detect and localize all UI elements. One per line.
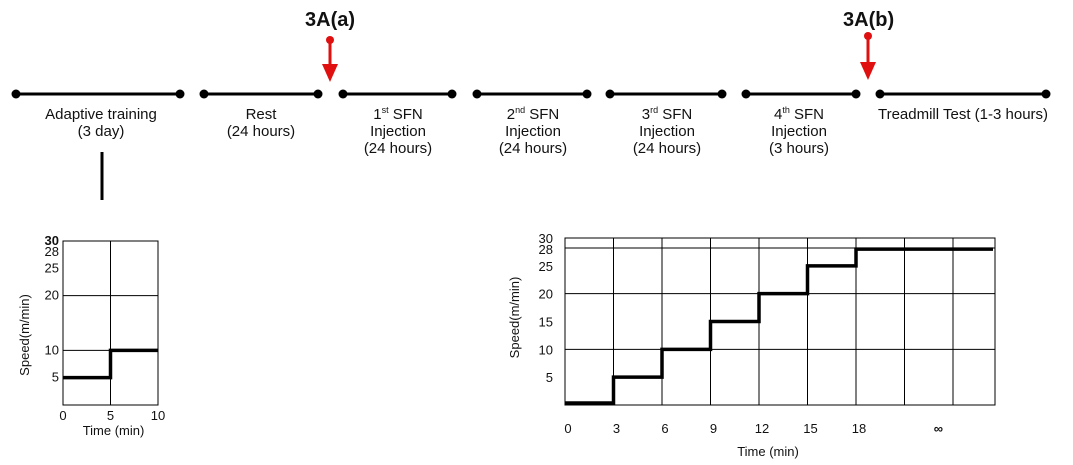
x-tick-label: 0 [564, 421, 571, 436]
stage-label-line: 2nd SFN [477, 105, 589, 124]
timeline-graphic [11, 32, 1051, 200]
down-arrow-icon [100, 152, 104, 200]
y-tick-label: 10 [45, 342, 59, 357]
y-tick-label: 20 [45, 288, 59, 303]
timeline-segment-sfn2 [472, 89, 592, 99]
timeline-segment-treadmill [875, 89, 1051, 99]
stage-label-line: (3 day) [77, 123, 125, 140]
speed-step-line [63, 348, 158, 380]
stage-label-adaptive: Adaptive training (3 day) [16, 106, 186, 140]
ordinal-suffix: st [381, 105, 389, 115]
sfn-text: SFN [525, 106, 560, 123]
x-tick-label: 5 [107, 408, 114, 423]
x-axis-label: Time (min) [737, 444, 799, 459]
y-tick-label: 25 [45, 260, 59, 275]
y-tick-label: 28 [539, 242, 553, 257]
y-tick-label: 28 [45, 244, 59, 259]
ordinal-number: 4 [773, 106, 783, 123]
stage-label-line: 4th SFN [744, 105, 854, 124]
ordinal-number: 2 [506, 106, 516, 123]
y-tick-label: 5 [52, 370, 59, 385]
marker-a-label: 3A(a) [305, 9, 356, 31]
y-tick-label: 10 [539, 342, 553, 357]
x-tick-label: 15 [803, 421, 817, 436]
ordinal-number: 1 [373, 106, 382, 123]
stage-label-line: (24 hours) [226, 123, 296, 140]
stage-label-line: Injection [771, 123, 827, 140]
ordinal-number: 3 [641, 106, 651, 123]
x-axis-label: Time (min) [83, 423, 145, 438]
stage-label-line: Treadmill Test (1-3 hours) [877, 106, 1049, 123]
y-tick-label: 30 [45, 233, 59, 248]
stage-label-line: (24 hours) [363, 140, 433, 157]
timeline-segment-rest [199, 89, 323, 99]
stage-label-sfn2: 2nd SFN Injection (24 hours) [477, 105, 589, 158]
ordinal-suffix: th [782, 105, 790, 115]
x-tick-label: 3 [613, 421, 620, 436]
x-tick-label: ∞ [934, 421, 943, 436]
sfn-text: SFN [388, 106, 423, 123]
plot-frame [564, 237, 996, 406]
x-tick-label: 10 [151, 408, 165, 423]
sfn-text: SFN [658, 106, 693, 123]
x-tick-label: 9 [710, 421, 717, 436]
x-tick-label: 18 [852, 421, 866, 436]
marker-a-arrow [322, 36, 338, 82]
y-axis-label: Speed(m/min) [17, 294, 32, 376]
y-axis-label: Speed(m/min) [507, 277, 522, 359]
timeline-segment-sfn1 [338, 89, 457, 99]
stage-label-line: (24 hours) [632, 140, 702, 157]
stage-label-line: 1st SFN [343, 105, 453, 124]
timeline-segment-adaptive [11, 89, 185, 99]
stage-label-line: 3rd SFN [611, 105, 723, 124]
x-tick-label: 12 [755, 421, 769, 436]
speed-step-line [565, 247, 993, 405]
marker-b-arrow [860, 32, 876, 80]
ordinal-suffix: rd [650, 105, 659, 115]
y-tick-label: 30 [539, 231, 553, 246]
stage-label-line: Injection [639, 123, 695, 140]
stage-label-rest: Rest (24 hours) [206, 106, 316, 140]
ordinal-suffix: nd [515, 105, 526, 115]
y-tick-label: 5 [546, 370, 553, 385]
x-tick-label: 0 [59, 408, 66, 423]
stage-label-line: Adaptive training [45, 106, 157, 123]
x-tick-label: 6 [661, 421, 668, 436]
y-tick-label: 15 [539, 315, 553, 330]
stage-label-sfn4: 4th SFN Injection (3 hours) [744, 105, 854, 158]
stage-label-line: Rest [245, 106, 277, 123]
stage-label-treadmill: Treadmill Test (1-3 hours) [860, 106, 1066, 123]
y-tick-label: 20 [539, 287, 553, 302]
stage-label-sfn3: 3rd SFN Injection (24 hours) [611, 105, 723, 158]
timeline-segment-sfn3 [605, 89, 727, 99]
timeline-segment-sfn4 [741, 89, 861, 99]
stage-label-line: Injection [505, 123, 561, 140]
marker-b-label: 3A(b) [843, 9, 895, 31]
stage-label-line: (24 hours) [498, 140, 568, 157]
y-tick-label: 25 [539, 259, 553, 274]
stage-label-line: Injection [370, 123, 426, 140]
stage-label-sfn1: 1st SFN Injection (24 hours) [343, 105, 453, 158]
sfn-text: SFN [789, 106, 825, 123]
stage-label-line: (3 hours) [768, 140, 830, 157]
